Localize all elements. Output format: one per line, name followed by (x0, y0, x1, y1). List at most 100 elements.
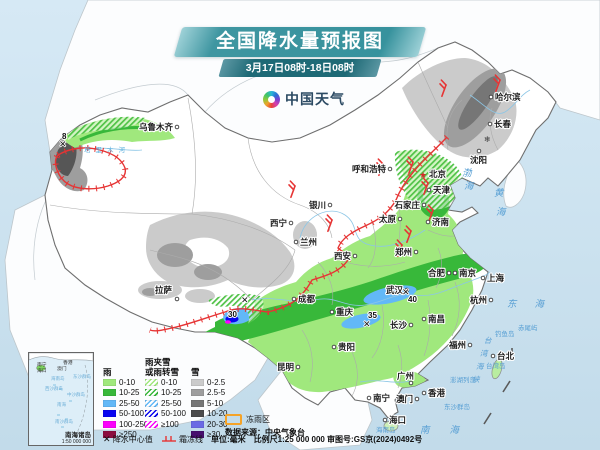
sea-label: 南海 (420, 425, 479, 436)
legend-swatch (191, 399, 204, 407)
city-label: 西安 (334, 251, 352, 261)
city-label: 太原 (378, 214, 397, 224)
city-label: 南宁 (373, 393, 391, 403)
city-天津: 天津 (426, 184, 452, 196)
snowflake-icon: ❄ (484, 135, 491, 144)
data-source: 数据来源：中央气象台 (225, 428, 305, 437)
city-label: 哈尔滨 (495, 92, 521, 102)
city-dot (490, 353, 496, 359)
city-西安: 西安 (333, 250, 358, 262)
legend-range-label: 100-250 (119, 419, 149, 429)
weather-logo-icon (263, 90, 280, 108)
city-dot (421, 202, 427, 208)
inset-label: 澳门 (57, 365, 67, 372)
island-label: 澎湖列岛 (450, 375, 476, 384)
precip-center: ✕35 (362, 310, 378, 330)
city-dot (488, 94, 494, 100)
city-贵阳: 贵阳 (331, 341, 356, 353)
city-label: 昆明 (277, 362, 295, 372)
city-label: 长沙 (390, 320, 408, 330)
islands (383, 358, 503, 432)
city-label: 海口 (389, 415, 406, 425)
city-北京-capital: ★ 北京 (419, 168, 448, 180)
legend-sleet-title-1: 雨夹雪 (145, 357, 171, 367)
legend-range-label: 50-100 (119, 409, 144, 419)
city-label: 济南 (432, 217, 450, 227)
legend-snow-title: 雪 (191, 367, 200, 377)
city-label: 沈阳 (470, 155, 487, 165)
island-label: 海南岛 (376, 425, 396, 434)
sea-boundary-dashes (483, 348, 513, 425)
city-dot (413, 249, 419, 255)
precip-center: ✕ 30 (227, 294, 249, 320)
inset-label: 西沙群岛 (45, 385, 63, 392)
city-dot (487, 121, 493, 127)
city-dot (366, 395, 372, 401)
subtitle-banner: 3月17日08时-18日08时 (218, 59, 382, 77)
city-label: 呼和浩特 (352, 164, 387, 174)
legend-range-label: 0-10 (119, 378, 136, 387)
city-label: 香港 (427, 388, 446, 398)
city-dot (352, 253, 358, 259)
city-dot (174, 124, 180, 130)
city-南昌: 南昌 (421, 313, 446, 325)
legend-row: ≥250 (103, 430, 148, 439)
scale-note: 比例尺1:25 000 000 审图号:GS京(2024)0492号 (253, 435, 423, 444)
island-label: 台湾岛 (486, 361, 506, 370)
sea-label: 渤海 (462, 168, 475, 192)
city-乌鲁木齐: 乌鲁木齐 (138, 121, 180, 133)
legend-range-label: 2.5-5 (207, 388, 226, 398)
city-label: 长春 (494, 119, 512, 129)
precip-center-note: ✕ 降水中心值 (103, 434, 153, 445)
x-marker-icon: ✕ (241, 295, 249, 305)
unit-note: 单位:毫米 (211, 435, 246, 444)
city-昆明: 昆明 (276, 361, 301, 373)
legend-swatch (191, 420, 204, 428)
sea-label: 黄海 (494, 188, 507, 218)
city-label: 杭州 (470, 295, 487, 305)
city-太原: 太原 (377, 213, 403, 225)
city-dot (404, 287, 410, 293)
legend-row: ≥100 (145, 420, 186, 429)
sea-label: 东海 (507, 298, 562, 310)
legend-range-label: ≥30 (207, 429, 221, 439)
legend-swatch (191, 430, 204, 438)
city-济南: 济南 (425, 216, 451, 228)
legend-row: 10-25 (103, 388, 148, 397)
x-marker-icon: ✕ (59, 139, 67, 149)
city-label: 广州 (397, 371, 414, 381)
city-dot (452, 270, 458, 276)
city-label: 成都 (298, 294, 316, 304)
city-拉萨: 拉萨 (154, 284, 180, 302)
city-dot (446, 270, 452, 276)
inset-island-dots (53, 384, 72, 428)
legend-swatch (103, 389, 116, 397)
city-dot (408, 322, 414, 328)
city-长沙: 长沙 (389, 319, 414, 331)
title-banner: 全国降水量预报图 (173, 27, 427, 57)
city-合肥: 合肥 (426, 267, 452, 279)
city-label: 澳门 (396, 394, 413, 404)
frost-line-icon (161, 436, 176, 442)
inset-boundary (74, 364, 88, 438)
x-marker-icon: ✕ (363, 319, 371, 329)
inset-title: 南海诸岛 (65, 430, 92, 439)
city-南京: 南京 (452, 267, 478, 279)
legend-row: 10-25 (145, 388, 186, 397)
legend-sleet-title-2: 或雨转雪 (145, 367, 180, 377)
frost-line-label: 霜冻线 (179, 435, 204, 444)
city-label: 重庆 (336, 307, 354, 317)
island-label: 东沙群岛 (444, 402, 470, 411)
city-label: 南京 (459, 268, 477, 278)
precip-center-value: 35 (368, 311, 377, 320)
taiwan-island (491, 358, 503, 380)
legend-swatch (145, 410, 158, 418)
legend-range-label: 50-100 (161, 409, 186, 419)
city-福州: 福州 (447, 339, 473, 351)
legend-row: 2.5-5 (191, 388, 227, 398)
legend-row: 100-250 (103, 419, 149, 429)
legend-range-label: 25-50 (161, 398, 182, 408)
